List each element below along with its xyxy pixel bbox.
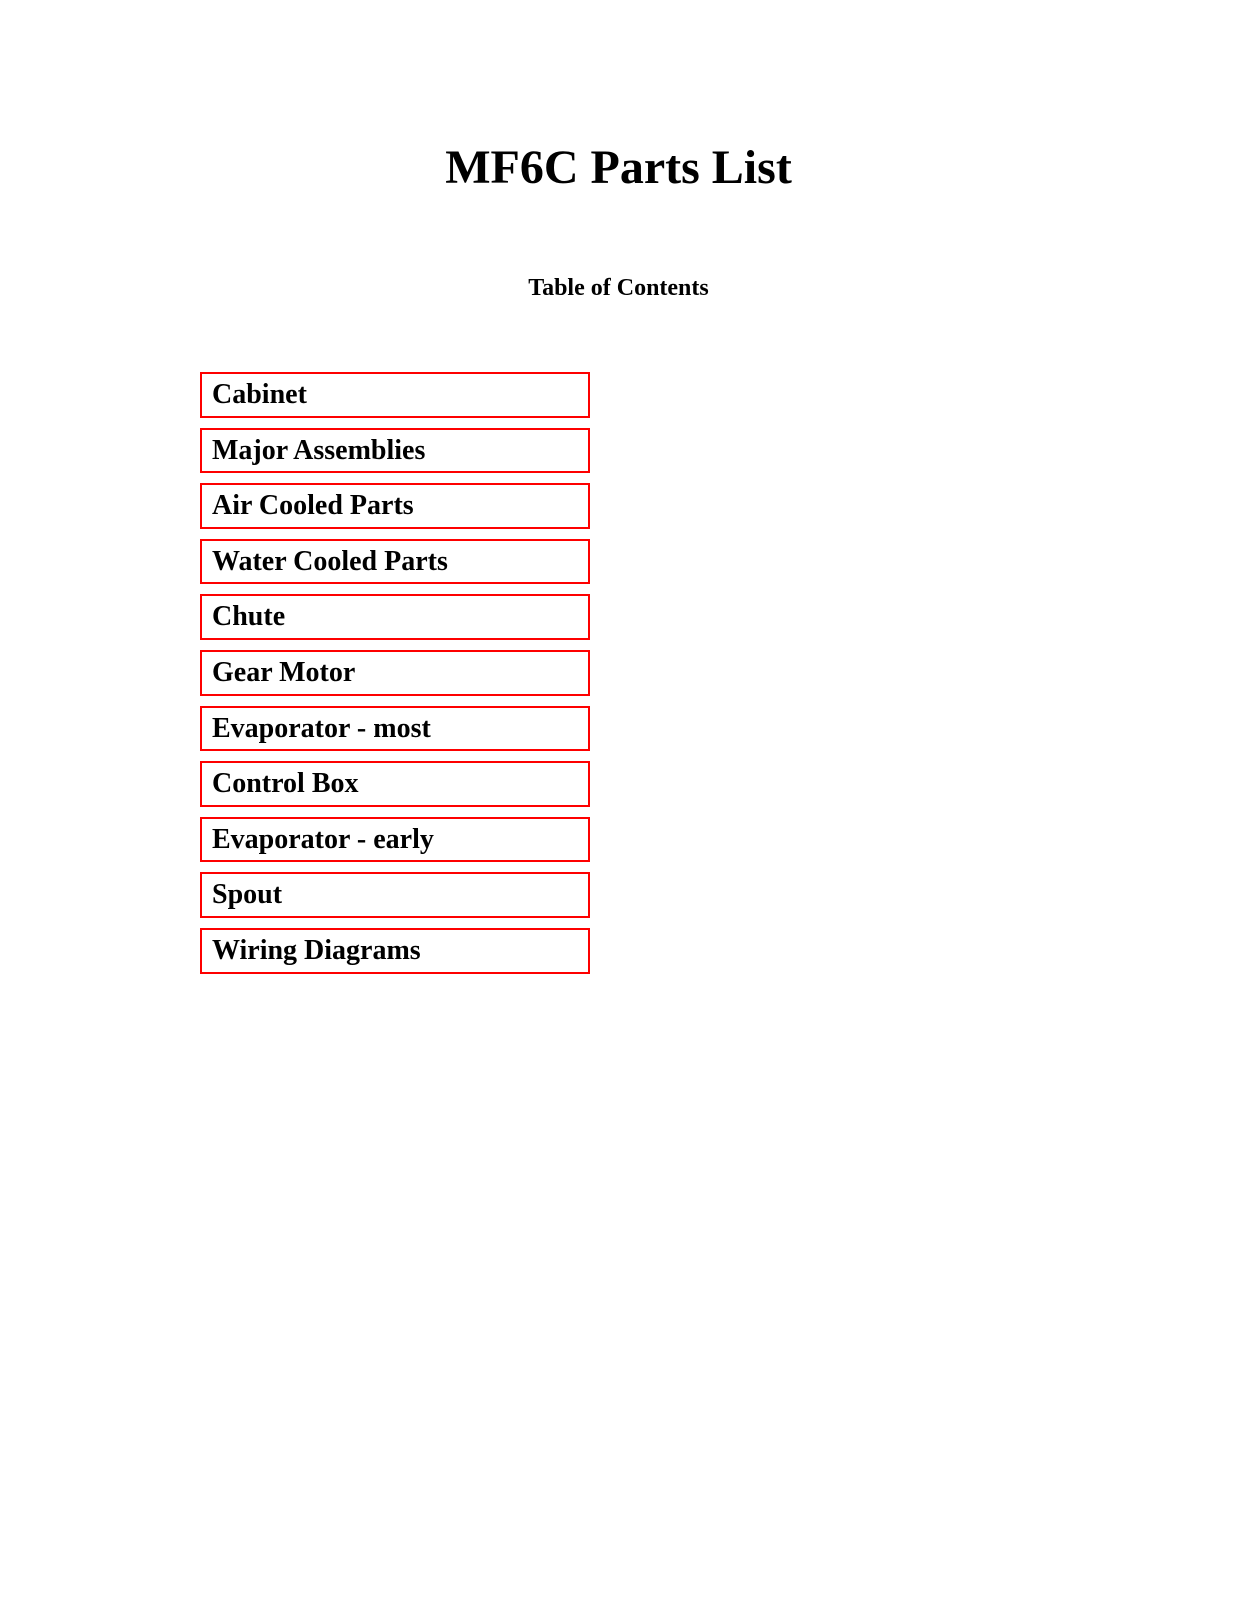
toc-item-water-cooled-parts[interactable]: Water Cooled Parts [200, 539, 590, 585]
toc-item-wiring-diagrams[interactable]: Wiring Diagrams [200, 928, 590, 974]
toc-item-control-box[interactable]: Control Box [200, 761, 590, 807]
toc-item-gear-motor[interactable]: Gear Motor [200, 650, 590, 696]
page-subtitle: Table of Contents [0, 275, 1237, 302]
toc-item-evaporator-early[interactable]: Evaporator - early [200, 817, 590, 863]
toc-item-cabinet[interactable]: Cabinet [200, 372, 590, 418]
page: MF6C Parts List Table of Contents Cabine… [0, 0, 1237, 974]
toc-item-spout[interactable]: Spout [200, 872, 590, 918]
toc-item-chute[interactable]: Chute [200, 594, 590, 640]
table-of-contents: Cabinet Major Assemblies Air Cooled Part… [200, 372, 590, 974]
toc-item-evaporator-most[interactable]: Evaporator - most [200, 706, 590, 752]
toc-item-major-assemblies[interactable]: Major Assemblies [200, 428, 590, 474]
toc-item-air-cooled-parts[interactable]: Air Cooled Parts [200, 483, 590, 529]
page-title: MF6C Parts List [0, 140, 1237, 195]
